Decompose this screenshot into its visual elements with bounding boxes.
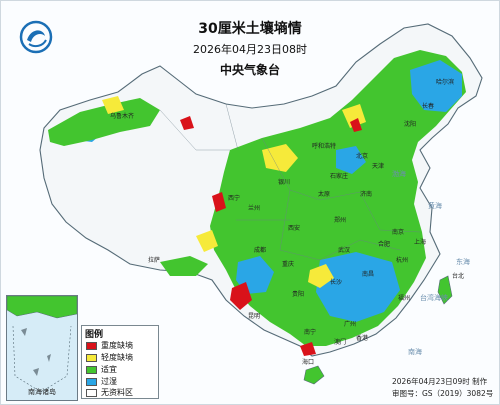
- cma-logo-icon: [19, 20, 53, 54]
- footer-approval-number: 审图号：GS（2019）3082号: [392, 389, 494, 398]
- label-donghai: 东海: [456, 257, 470, 266]
- region-severe-drought-2: [212, 192, 226, 212]
- label-huhehaote: 呼和浩特: [312, 142, 336, 150]
- label-chengdu: 成都: [254, 246, 266, 254]
- label-hangzhou: 杭州: [396, 256, 408, 264]
- label-xining: 西宁: [228, 194, 240, 202]
- label-guangzhou: 广州: [344, 320, 356, 328]
- hainan-island: [303, 365, 325, 385]
- province-borders: [159, 103, 421, 261]
- label-taibei: 台北: [452, 272, 464, 280]
- label-taiwan-strait: 台湾海峡: [420, 293, 448, 302]
- legend-item-severe-drought: 重度缺墒: [86, 340, 133, 351]
- legend-swatch: [86, 341, 97, 350]
- region-wet-south: [316, 252, 400, 322]
- inset-label: 南海诸岛: [28, 388, 56, 396]
- region-severe-drought-3: [350, 118, 362, 132]
- region-light-drought-1: [262, 144, 298, 172]
- region-severe-drought-4: [180, 116, 194, 130]
- map-issuer: 中央气象台: [219, 63, 280, 77]
- legend-swatch: [86, 353, 97, 362]
- legend-item-no-data: 无资料区: [86, 387, 133, 398]
- legend-label: 无资料区: [101, 388, 133, 397]
- legend-label: 重度缺墒: [101, 341, 133, 350]
- label-shanghai: 上海: [414, 238, 426, 246]
- region-suitable-xinjiang: [48, 98, 160, 146]
- label-wuhan: 武汉: [338, 246, 350, 254]
- region-severe-drought-1: [230, 282, 252, 310]
- label-tianjin: 天津: [372, 163, 384, 170]
- footer-made-time: 2026年04月23日09时 制作: [392, 377, 488, 386]
- label-wulumuqi: 乌鲁木齐: [110, 112, 134, 120]
- legend-label: 轻度缺墒: [101, 353, 133, 362]
- label-xianggang: 香港: [356, 334, 368, 342]
- label-changsha: 长沙: [330, 278, 342, 286]
- label-haikou: 海口: [302, 358, 314, 366]
- label-nanjing: 南京: [392, 228, 404, 236]
- map-legend: 图例 重度缺墒 轻度缺墒 适宜 过湿 无资料区: [81, 325, 159, 399]
- legend-item-wet: 过湿: [86, 376, 117, 387]
- region-light-drought-4: [342, 104, 366, 128]
- legend-item-suitable: 适宜: [86, 364, 117, 375]
- label-taiyuan: 太原: [318, 190, 330, 198]
- legend-label: 过湿: [101, 377, 117, 386]
- region-wet-northeast: [410, 60, 462, 112]
- map-title: 30厘米土壤墒情: [198, 21, 302, 37]
- label-nanhai: 南海: [408, 347, 422, 356]
- legend-swatch: [86, 388, 97, 397]
- label-aomen: 澳门: [334, 338, 346, 346]
- region-light-drought-5: [102, 96, 124, 114]
- inset-map: [7, 296, 77, 393]
- label-shenyang: 沈阳: [404, 120, 416, 128]
- label-changchun: 长春: [422, 102, 434, 110]
- label-nanning: 南宁: [304, 328, 316, 336]
- label-haerbin: 哈尔滨: [436, 78, 454, 86]
- label-xian: 西安: [288, 224, 300, 232]
- label-kunming: 昆明: [248, 313, 260, 320]
- region-suitable-tibet-east: [160, 256, 208, 276]
- region-light-drought-3: [196, 230, 218, 252]
- legend-swatch: [86, 365, 97, 374]
- label-guiyang: 贵阳: [292, 290, 304, 298]
- label-shijiazhuang: 石家庄: [330, 172, 348, 180]
- label-zhengzhou: 郑州: [334, 216, 346, 224]
- label-bohai: 渤海: [392, 169, 406, 178]
- legend-swatch: [86, 377, 97, 386]
- label-fuzhou: 福州: [398, 294, 410, 302]
- map-datetime: 2026年04月23日08时: [193, 43, 307, 56]
- label-nanchang: 南昌: [362, 270, 374, 278]
- region-light-drought-2: [308, 264, 334, 288]
- taiwan-island: [437, 275, 453, 305]
- legend-item-light-drought: 轻度缺墒: [86, 352, 133, 363]
- south-china-sea-inset: 南海诸岛: [6, 295, 78, 401]
- region-severe-drought-5: [300, 342, 316, 356]
- legend-label: 适宜: [101, 365, 117, 374]
- label-huanghai: 黄海: [428, 201, 442, 210]
- label-lanzhou: 兰州: [248, 204, 260, 212]
- label-jinan: 济南: [360, 190, 372, 198]
- region-wet-north: [336, 146, 366, 174]
- label-chongqing: 重庆: [282, 260, 294, 268]
- label-lasa: 拉萨: [148, 256, 160, 264]
- label-beijing: 北京: [356, 152, 368, 160]
- label-hefei: 合肥: [378, 240, 390, 248]
- legend-title: 图例: [85, 330, 104, 340]
- label-yinchuan: 银川: [278, 178, 290, 186]
